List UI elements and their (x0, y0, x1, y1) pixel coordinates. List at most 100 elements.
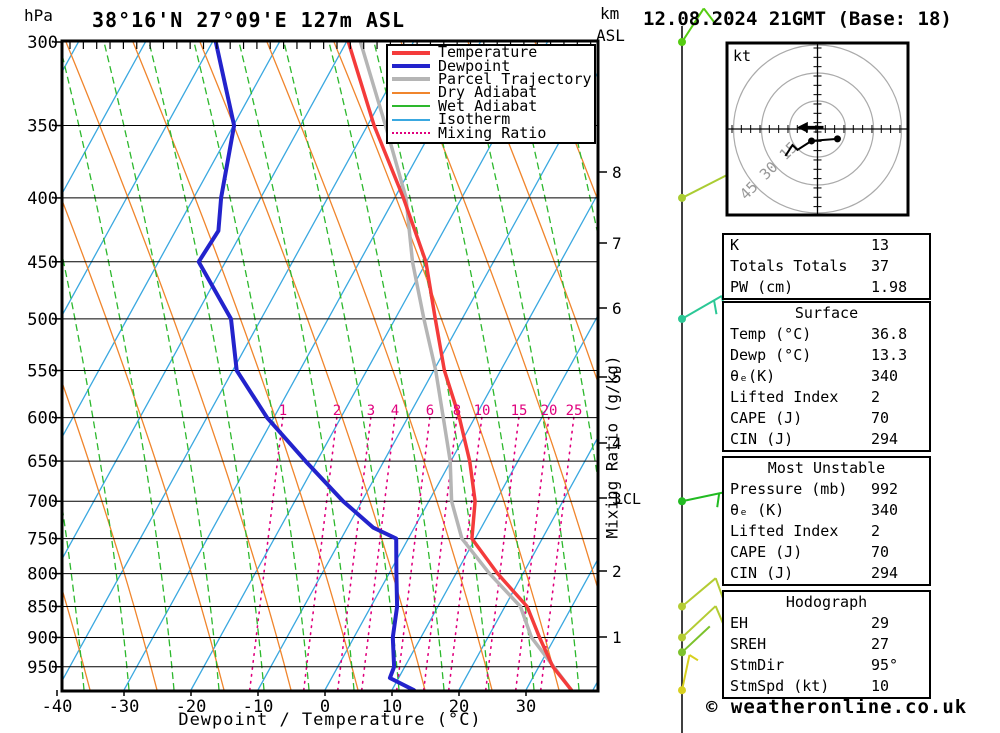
row-value: 13.3 (871, 346, 908, 364)
row-label: Dewp (°C) (730, 346, 812, 364)
legend-row-isotherm: Isotherm (388, 110, 594, 129)
wet-adiabat-line (553, 42, 597, 234)
barb-tick (688, 654, 699, 662)
table-row: Lifted Index 2 (724, 387, 929, 408)
km-tick-label: 3 (612, 489, 622, 508)
pressure-tick-label: 950 (27, 658, 58, 678)
mixing-ratio-value-label: 2 (333, 403, 341, 419)
pressure-tick-label: 850 (27, 597, 58, 617)
pressure-tick-label: 450 (27, 253, 58, 273)
wet-adiabat-line (103, 42, 220, 690)
mixing-ratio-value-label: 15 (511, 403, 528, 419)
wind-barb-icon (678, 7, 715, 46)
surface-table: Surface Temp (°C) 36.8 Dewp (°C) 13.3 θₑ… (722, 301, 931, 452)
legend-box: Temperature Dewpoint Parcel Trajectory D… (386, 44, 596, 144)
wet-adiabat-line (418, 42, 535, 690)
row-label: Lifted Index (730, 388, 839, 406)
wind-barb-icon (678, 625, 711, 657)
legend-row-dry-adiabat: Dry Adiabat (388, 85, 594, 100)
isotherm-line (63, 42, 280, 437)
row-label: Pressure (mb) (730, 480, 848, 498)
hodograph-unit-label: kt (733, 47, 752, 65)
wet-adiabat-line (463, 42, 580, 690)
barb-staff (681, 490, 729, 503)
row-value: 70 (871, 409, 890, 427)
wet-adiabat-line (238, 42, 355, 690)
barb-staff (681, 605, 717, 639)
table-title: Most Unstable (767, 459, 886, 477)
row-value: 10 (871, 677, 890, 695)
pressure-tick-label: 400 (27, 189, 58, 209)
dry-adiabat-line (467, 42, 597, 382)
wet-adiabat-line (373, 42, 490, 690)
table-row: Totals Totals 37 (724, 256, 929, 277)
pressure-tick-label: 650 (27, 452, 58, 472)
wet-adiabat-line (63, 255, 130, 690)
legend-label: Isotherm (438, 110, 511, 129)
isotherm-line (324, 194, 597, 690)
wind-barb-column (678, 7, 730, 733)
dry-adiabat-line (65, 42, 292, 690)
table-row: CIN (J) 294 (724, 429, 929, 450)
wind-barb-icon (678, 174, 730, 202)
barb-staff (681, 295, 723, 320)
dry-adiabat-line (63, 383, 158, 690)
row-value: 340 (871, 367, 899, 385)
mixing-ratio-line (336, 415, 372, 690)
table-row: Dewp (°C) 13.3 (724, 345, 929, 366)
mixing-ratio-value-label: 6 (426, 403, 434, 419)
barb-staff (681, 174, 728, 199)
legend-label: Parcel Trajectory (438, 69, 592, 88)
dry-adiabat-line (63, 590, 91, 690)
row-value: 95° (871, 656, 899, 674)
plot-border (60, 39, 600, 693)
legend-label: Dewpoint (438, 56, 511, 75)
wet-adiabat-line (148, 42, 265, 690)
table-row: SREH 27 (724, 634, 929, 655)
row-label: Totals Totals (730, 257, 848, 275)
legend-label: Wet Adiabat (438, 96, 538, 115)
indices-table: K 13 Totals Totals 37 PW (cm) 1.98 (722, 233, 931, 300)
wet-adiabat-line (63, 55, 175, 690)
row-label: StmDir (730, 656, 785, 674)
row-label: SREH (730, 635, 767, 653)
mixing-ratio-value-label: 1 (279, 403, 287, 419)
wind-barb-icon (678, 605, 726, 642)
mixing-ratio-value-label: 25 (566, 403, 583, 419)
copyright-label: © weatheronline.co.uk (706, 696, 968, 718)
row-value: 27 (871, 635, 890, 653)
pressure-tick-label: 700 (27, 492, 58, 512)
dry-adiabat-line-key-icon (392, 91, 430, 94)
row-value: 992 (871, 480, 899, 498)
dry-adiabat-line (199, 42, 426, 690)
temp-tick-label: -10 (243, 697, 274, 717)
barb-level-dot (678, 314, 686, 323)
x-axis-title: Dewpoint / Temperature (°C) (178, 710, 482, 730)
mixing-ratio-line-key-icon (392, 132, 430, 135)
legend-row-temperature: Temperature (388, 45, 594, 60)
mixing-ratio-axis-label: Mixing Ratio (g/kg) (602, 355, 622, 539)
barb-level-dot (678, 648, 686, 657)
temp-tick-label: 20 (449, 697, 469, 717)
row-label: θₑ (K) (730, 501, 785, 519)
wet-adiabat-line (328, 42, 445, 690)
isotherm-line (63, 42, 146, 194)
height-unit-km-label: km (600, 4, 620, 23)
table-row: K 13 (724, 235, 929, 256)
isotherm-line (525, 559, 597, 690)
temp-tick-label: -30 (109, 697, 140, 717)
row-value: 37 (871, 257, 890, 275)
pressure-tick-label: 600 (27, 409, 58, 429)
row-label: PW (cm) (730, 278, 794, 296)
barb-level-dot (678, 497, 686, 506)
km-tick-label: 5 (612, 368, 622, 387)
row-label: Lifted Index (730, 522, 839, 540)
temperature-line-key-icon (392, 50, 430, 55)
km-tick-label: 2 (612, 562, 622, 581)
sounding-curves (196, 42, 574, 690)
dry-adiabat-line (63, 201, 225, 690)
row-value: 340 (871, 501, 899, 519)
wet-adiabat-line (283, 42, 400, 690)
table-row: Pressure (mb) 992 (724, 479, 929, 500)
